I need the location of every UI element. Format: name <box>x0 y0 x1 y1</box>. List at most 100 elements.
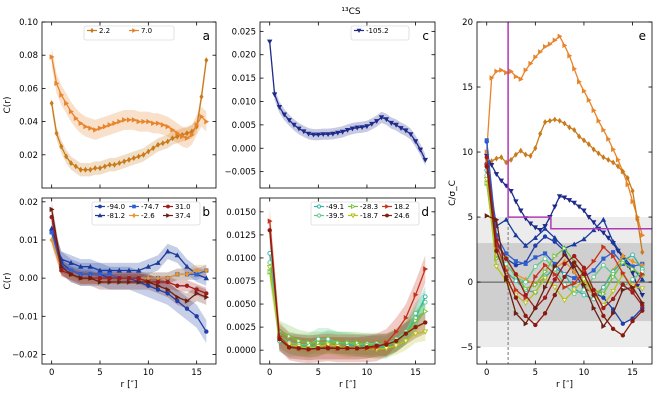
y-tick-label: 0.02 <box>19 198 38 208</box>
y-axis-label: C(r) <box>3 96 13 113</box>
legend-entry: -39.5 <box>326 212 344 220</box>
legend-marker <box>316 213 322 218</box>
data-point <box>611 253 616 259</box>
x-tick-label: 15 <box>627 368 638 378</box>
data-point <box>291 122 297 128</box>
data-point <box>523 285 529 292</box>
data-point <box>586 97 592 103</box>
legend-entry: -2.6 <box>141 212 155 220</box>
data-point <box>523 292 528 298</box>
data-point <box>151 145 156 152</box>
data-point <box>489 75 495 81</box>
data-point <box>634 283 641 289</box>
data-point <box>175 298 180 304</box>
y-tick-label: 0.0025 <box>226 323 256 333</box>
uncertainty-band--74.7 <box>51 226 207 284</box>
legend-entry: -28.3 <box>360 203 378 211</box>
data-point <box>320 132 326 138</box>
data-point <box>122 117 128 123</box>
data-point <box>194 267 199 274</box>
y-tick-label: 0.04 <box>19 118 38 128</box>
data-point <box>572 253 577 259</box>
data-point <box>533 322 538 328</box>
data-point <box>68 160 74 167</box>
data-point <box>620 321 626 326</box>
data-point <box>112 120 118 127</box>
data-point <box>484 213 490 219</box>
data-point <box>102 123 108 130</box>
data-point <box>199 93 204 100</box>
x-tick-label: 0 <box>267 368 272 378</box>
data-point <box>413 292 419 298</box>
data-point <box>567 53 573 59</box>
data-point <box>533 54 539 60</box>
data-point <box>87 263 94 269</box>
y-tick-label: 0.005 <box>232 121 256 131</box>
data-point <box>204 329 209 334</box>
data-point <box>580 277 587 283</box>
x-tick-label: 10 <box>143 368 154 378</box>
data-point <box>281 112 288 118</box>
data-point <box>513 232 519 238</box>
data-point <box>542 268 549 275</box>
uncertainty-band-7.0 <box>51 46 207 149</box>
data-point <box>131 117 137 123</box>
legend-box <box>83 25 175 41</box>
data-point <box>122 158 127 165</box>
data-point <box>364 124 370 130</box>
data-point <box>543 119 548 126</box>
data-point <box>155 279 161 285</box>
y-tick-label: 0.08 <box>19 51 38 61</box>
data-point <box>630 188 635 195</box>
data-point <box>131 155 136 162</box>
data-point <box>523 279 528 285</box>
data-point <box>611 310 616 317</box>
data-point <box>533 145 538 152</box>
data-point <box>78 166 83 173</box>
data-point <box>639 286 646 292</box>
legend-box <box>310 201 420 226</box>
data-point <box>493 172 500 177</box>
y-tick-label: 0.025 <box>232 27 256 37</box>
data-point <box>68 271 74 278</box>
data-point <box>625 175 630 182</box>
data-point <box>306 339 312 346</box>
data-point <box>518 147 523 154</box>
data-point <box>175 283 180 288</box>
data-point <box>422 329 429 335</box>
data-point <box>533 305 539 311</box>
data-point <box>194 314 199 319</box>
data-point <box>562 252 568 258</box>
panel-d: 0.0000 0.0025 0.0050 0.0075 0.0100 0.0125 0.01… <box>226 197 436 390</box>
y-tick-label: 0.00 <box>19 274 38 284</box>
data-point <box>630 252 635 258</box>
x-tick-label: 0 <box>49 368 54 378</box>
panel-e: −5 0 5 10 15 20 0 5 10 15 r [″] C/σ_C e <box>448 18 653 390</box>
data-point <box>542 43 548 50</box>
data-point <box>547 41 553 47</box>
data-point <box>503 216 509 222</box>
data-point <box>59 268 64 273</box>
panel-b: −0.02−0.010.000.010.020 5 10 15r [″]C(r)b-9… <box>3 197 217 390</box>
uncertainty-band--105.2 <box>269 36 426 166</box>
data-point <box>591 258 597 265</box>
data-point <box>335 346 340 351</box>
legend-entry: 18.2 <box>394 203 410 211</box>
data-point <box>403 315 409 321</box>
legend-b: -94.0-81.2 -74.7-2.6 31.037.4 <box>91 201 201 226</box>
legend-marker <box>132 28 137 33</box>
data-point <box>175 294 181 300</box>
data-point <box>378 115 385 121</box>
data-point <box>136 153 141 160</box>
data-point <box>615 163 620 170</box>
legend-box <box>91 201 201 226</box>
data-point <box>552 263 558 270</box>
plot-area-d <box>266 207 429 364</box>
data-point <box>581 88 587 94</box>
data-point <box>355 346 360 351</box>
data-point <box>165 279 170 285</box>
data-point <box>601 323 607 330</box>
data-point <box>174 252 181 258</box>
data-point <box>64 100 70 107</box>
data-point <box>591 268 596 273</box>
